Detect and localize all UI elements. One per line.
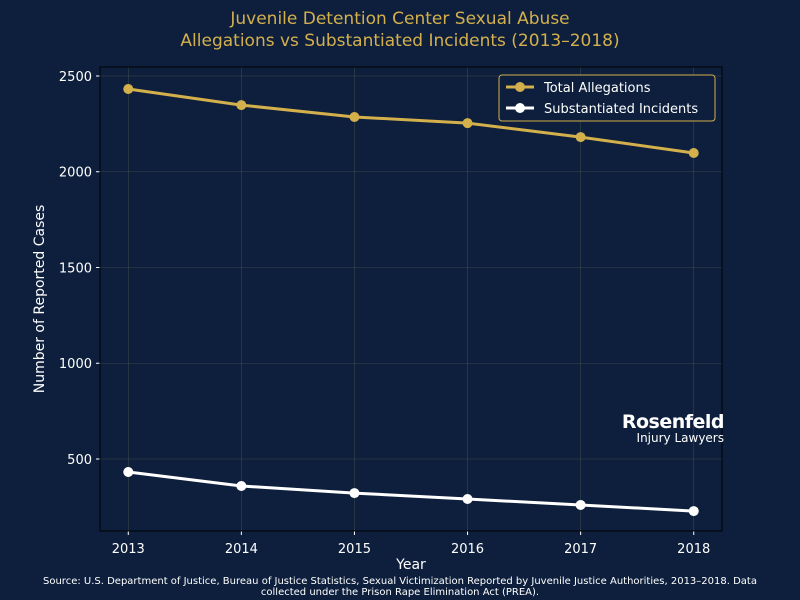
x-tick-label: 2014 — [225, 542, 258, 557]
data-point — [462, 494, 473, 505]
y-tick-label: 2000 — [59, 166, 92, 181]
data-point — [688, 506, 699, 517]
data-point — [462, 118, 473, 129]
data-point — [123, 84, 134, 95]
legend: Total Allegations Substantiated Incidents — [498, 74, 716, 122]
legend-label: Total Allegations — [543, 81, 651, 96]
data-point — [575, 132, 586, 143]
series-total-allegations — [123, 84, 699, 158]
data-point — [688, 147, 699, 158]
source-line-2: collected under the Prison Rape Eliminat… — [260, 587, 540, 598]
y-tick-label: 500 — [67, 453, 92, 468]
x-tick-label: 2013 — [112, 542, 145, 557]
plot-area — [100, 67, 722, 531]
source-note: Source: U.S. Department of Justice, Bure… — [0, 576, 800, 598]
data-point — [123, 467, 134, 478]
y-tick-label: 2500 — [59, 70, 92, 85]
x-tick-label: 2018 — [677, 542, 710, 557]
series-substantiated-incidents — [123, 467, 699, 517]
x-tick-label: 2015 — [338, 542, 371, 557]
logo-line-2: Injury Lawyers — [636, 431, 724, 445]
x-axis-label: Year — [395, 557, 426, 573]
legend-marker — [515, 82, 525, 92]
legend-marker — [515, 103, 525, 113]
legend-box — [498, 74, 716, 122]
data-point — [236, 480, 247, 491]
data-point — [575, 499, 586, 510]
plot-frame — [99, 66, 723, 532]
legend-label: Substantiated Incidents — [544, 102, 698, 117]
logo-line-1: Rosenfeld — [621, 411, 725, 433]
chart-title: Juvenile Detention Center Sexual Abuse A… — [0, 8, 800, 52]
x-tick-label: 2016 — [451, 542, 484, 557]
source-line-1: Source: U.S. Department of Justice, Bure… — [43, 576, 757, 587]
data-point — [236, 100, 247, 111]
series-line — [128, 470, 694, 513]
y-axis-label: Number of Reported Cases — [32, 205, 48, 394]
title-line-2: Allegations vs Substantiated Incidents (… — [180, 31, 620, 51]
y-tick-label: 1500 — [59, 261, 92, 276]
x-tick-label: 2017 — [564, 542, 597, 557]
data-point — [349, 111, 360, 122]
data-point — [349, 488, 360, 499]
y-tick-label: 1000 — [59, 357, 92, 372]
title-line-1: Juvenile Detention Center Sexual Abuse — [230, 9, 570, 29]
rosenfeld-logo: Rosenfeld Injury Lawyers — [618, 411, 725, 445]
series-line — [128, 87, 694, 155]
